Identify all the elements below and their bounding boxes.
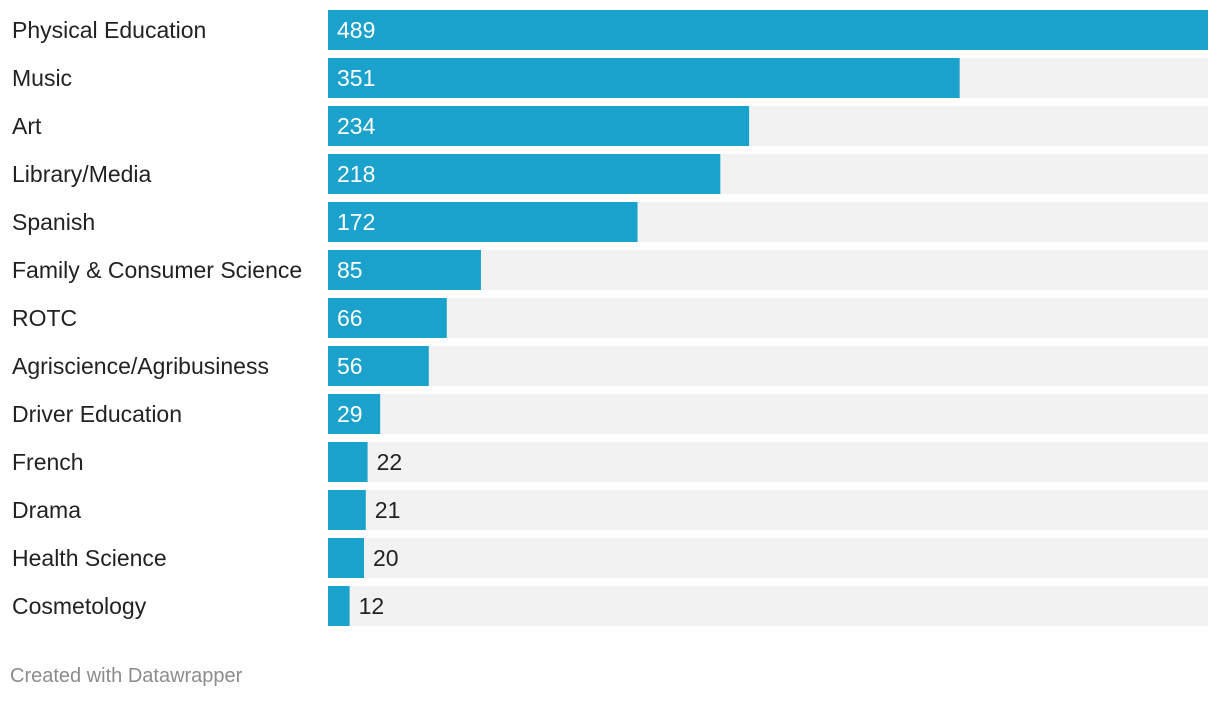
value-label: 21 <box>375 497 401 523</box>
bar <box>328 202 638 242</box>
bar-track <box>328 442 1208 482</box>
value-label: 489 <box>337 17 375 43</box>
value-label: 351 <box>337 65 375 91</box>
bar <box>328 154 721 194</box>
bar-chart: Physical Education 489 Music 351 Art 234 Libra… <box>12 10 1208 626</box>
category-label: Music <box>12 65 72 91</box>
bar-track <box>328 394 1208 434</box>
category-label: Physical Education <box>12 17 206 43</box>
category-label: Health Science <box>12 545 167 571</box>
bar <box>328 298 447 338</box>
bar <box>328 10 1208 50</box>
bar <box>328 586 350 626</box>
category-label: French <box>12 449 84 475</box>
value-label: 20 <box>373 545 399 571</box>
bar-track <box>328 490 1208 530</box>
value-label: 29 <box>337 401 363 427</box>
category-label: Drama <box>12 497 81 523</box>
value-label: 22 <box>377 449 403 475</box>
category-label: Family & Consumer Science <box>12 257 302 283</box>
bar-track <box>328 538 1208 578</box>
bar <box>328 250 481 290</box>
value-label: 12 <box>359 593 385 619</box>
value-label: 66 <box>337 305 363 331</box>
bar-track <box>328 298 1208 338</box>
value-label: 56 <box>337 353 363 379</box>
category-label: Driver Education <box>12 401 182 427</box>
category-label: Art <box>12 113 42 139</box>
bar-track <box>328 346 1208 386</box>
bar <box>328 106 750 146</box>
bar-track <box>328 586 1208 626</box>
category-label: ROTC <box>12 305 77 331</box>
bar <box>328 442 368 482</box>
bar <box>328 490 366 530</box>
bar <box>328 394 381 434</box>
datawrapper-credit: Created with Datawrapper <box>10 665 243 687</box>
value-label: 218 <box>337 161 375 187</box>
bar <box>328 538 364 578</box>
bar <box>328 346 429 386</box>
bar <box>328 58 960 98</box>
value-label: 172 <box>337 209 375 235</box>
category-label: Cosmetology <box>12 593 147 619</box>
category-label: Spanish <box>12 209 95 235</box>
category-label: Agriscience/Agribusiness <box>12 353 269 379</box>
value-label: 234 <box>337 113 376 139</box>
category-label: Library/Media <box>12 161 152 187</box>
value-label: 85 <box>337 257 363 283</box>
